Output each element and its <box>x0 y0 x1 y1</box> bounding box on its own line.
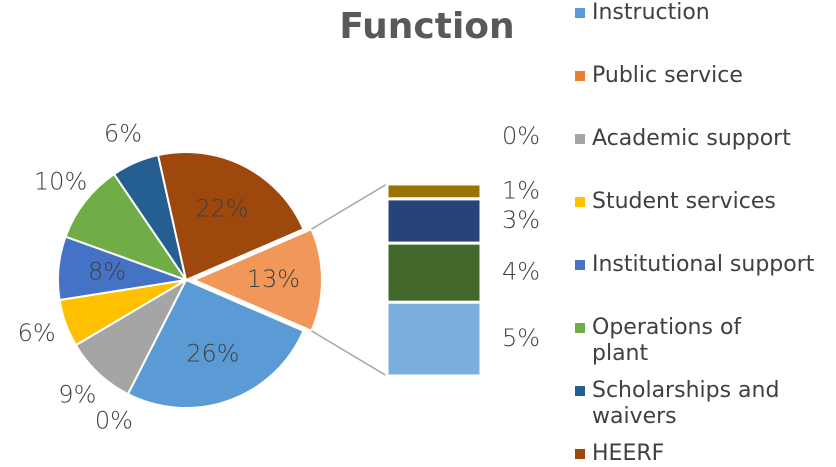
legend-item: Student services <box>575 189 776 215</box>
connector <box>311 183 388 230</box>
pie-slice <box>64 172 189 282</box>
legend-label: Instruction <box>592 0 710 25</box>
legend-label: Operations of plant <box>592 315 742 366</box>
legend-swatch <box>575 323 585 333</box>
legend-label: Institutional support <box>592 252 815 277</box>
legend-swatch <box>575 71 585 81</box>
legend-label: Student services <box>592 189 776 214</box>
bar-segment <box>385 241 483 304</box>
legend-label: Academic support <box>592 126 791 151</box>
slice-label: 6% <box>18 319 56 347</box>
bar-segment <box>385 182 483 201</box>
legend-swatch <box>575 197 585 207</box>
bar-label: 0% <box>502 122 540 150</box>
legend-swatch <box>575 260 585 270</box>
slice-label: 8% <box>88 258 126 286</box>
legend-swatch <box>575 386 585 396</box>
pie-slice <box>126 278 305 409</box>
bar-segment <box>385 197 483 245</box>
slice-label: 6% <box>104 119 142 147</box>
legend-item: Institutional support <box>575 252 814 278</box>
legend-item: Academic support <box>575 126 791 152</box>
slice-label: 0% <box>95 406 133 434</box>
slice-label: 10% <box>34 168 87 196</box>
slice-label: 22% <box>195 194 248 222</box>
slice-label: 26% <box>186 340 239 368</box>
legend-swatch <box>575 134 585 144</box>
connector <box>311 330 388 377</box>
legend-item: Operations of plant <box>575 315 780 367</box>
pie-slice <box>156 151 305 282</box>
slice-label: 9% <box>58 381 96 409</box>
bar-label: 3% <box>502 206 540 234</box>
legend-item: Public service <box>575 63 743 89</box>
bar-label: 4% <box>502 258 540 286</box>
legend-swatch <box>575 8 585 18</box>
legend-item: Instruction <box>575 0 710 26</box>
bar-label: 5% <box>502 324 540 352</box>
legend-item: HEERF <box>575 441 664 467</box>
bar-segment <box>385 300 483 378</box>
pie-slice <box>191 227 323 333</box>
legend-label: Public service <box>592 63 743 88</box>
slice-label: 13% <box>247 265 300 293</box>
chart-title: Function <box>339 6 514 47</box>
legend-swatch <box>575 449 585 459</box>
legend-item: Scholarships and waivers <box>575 378 780 430</box>
bar-label: 1% <box>502 176 540 204</box>
legend-label: Scholarships and waivers <box>592 378 780 429</box>
legend-label: HEERF <box>592 441 665 466</box>
